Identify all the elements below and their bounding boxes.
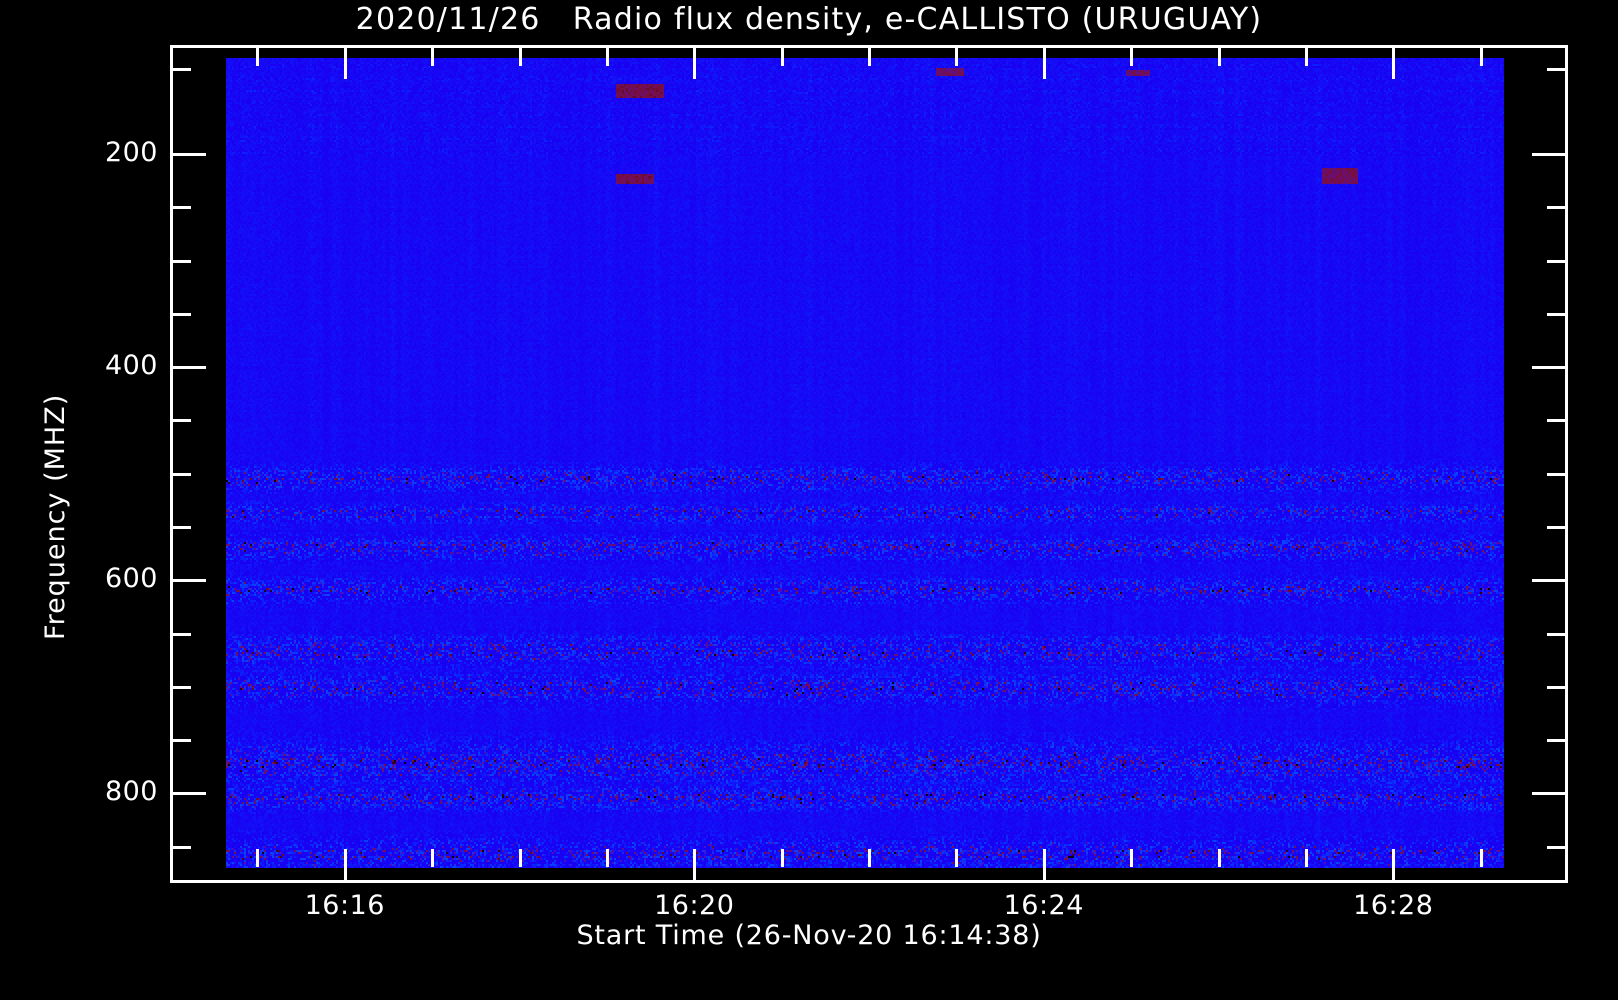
x-tick-minor-3 [518,849,522,867]
y-tick-right-minor-0 [1547,67,1565,71]
x-tick-minor-12 [1304,849,1308,867]
y-tick-right-minor-14 [1547,845,1565,849]
x-tick-top-16:24 [1042,48,1046,79]
x-tick-minor-0 [256,849,260,867]
x-axis-title: Start Time (26-Nov-20 16:14:38) [576,920,1042,951]
y-tick-right-minor-12 [1547,739,1565,743]
y-tick-right-minor-4 [1547,312,1565,316]
y-tick-right-minor-11 [1547,685,1565,689]
x-tick-top-minor-2 [431,48,435,66]
y-tick-right-minor-3 [1547,259,1565,263]
x-tick-16:24 [1042,849,1046,880]
x-tick-top-minor-3 [518,48,522,66]
x-tick-top-16:20 [693,48,697,79]
x-tick-minor-14 [1479,849,1483,867]
y-tick-minor-8 [173,525,191,529]
x-tick-top-minor-4 [605,48,609,66]
x-tick-top-minor-6 [780,48,784,66]
x-tick-label-16-20: 16:20 [654,890,735,921]
y-tick-200 [173,152,206,156]
x-tick-16:16 [343,849,347,880]
y-tick-right-600 [1532,579,1565,583]
y-tick-400 [173,366,206,370]
y-tick-minor-14 [173,845,191,849]
y-tick-right-minor-6 [1547,419,1565,423]
y-tick-minor-10 [173,632,191,636]
y-tick-right-800 [1532,792,1565,796]
x-tick-top-16:28 [1392,48,1396,79]
y-tick-minor-11 [173,685,191,689]
y-tick-minor-7 [173,472,191,476]
y-tick-right-minor-10 [1547,632,1565,636]
y-tick-minor-12 [173,739,191,743]
x-tick-minor-11 [1217,849,1221,867]
x-tick-16:20 [693,849,697,880]
x-tick-top-16:16 [343,48,347,79]
x-tick-label-16-28: 16:28 [1353,890,1434,921]
y-tick-right-minor-7 [1547,472,1565,476]
y-tick-right-minor-8 [1547,525,1565,529]
y-tick-minor-4 [173,312,191,316]
y-tick-right-minor-2 [1547,206,1565,210]
x-tick-minor-6 [780,849,784,867]
x-tick-top-minor-14 [1479,48,1483,66]
x-tick-16:28 [1392,849,1396,880]
y-tick-label-600: 600 [104,563,158,595]
x-tick-label-16-24: 16:24 [1003,890,1084,921]
x-tick-minor-2 [431,849,435,867]
x-tick-top-minor-10 [1130,48,1134,66]
y-tick-right-400 [1532,366,1565,370]
y-tick-label-400: 400 [104,350,158,382]
spectrogram-image [226,58,1504,868]
y-tick-minor-2 [173,206,191,210]
x-tick-top-minor-8 [955,48,959,66]
y-tick-minor-0 [173,67,191,71]
x-tick-minor-7 [868,849,871,867]
x-tick-top-minor-7 [868,48,871,66]
y-tick-800 [173,792,206,796]
x-tick-top-minor-12 [1304,48,1308,66]
x-tick-minor-10 [1130,849,1134,867]
y-tick-minor-3 [173,259,191,263]
y-tick-minor-6 [173,419,191,423]
y-axis-title: Frequency (MHZ) [40,393,71,640]
x-tick-top-minor-11 [1217,48,1221,66]
y-tick-600 [173,579,206,583]
x-tick-top-minor-0 [256,48,260,66]
page-title: 2020/11/26 Radio flux density, e-CALLIST… [355,2,1263,37]
y-tick-label-200: 200 [104,136,158,168]
y-tick-label-800: 800 [104,776,158,808]
x-tick-label-16-16: 16:16 [304,890,385,921]
x-tick-minor-4 [605,849,609,867]
x-tick-minor-8 [955,849,959,867]
y-tick-right-200 [1532,152,1565,156]
plot-frame [170,45,1568,883]
